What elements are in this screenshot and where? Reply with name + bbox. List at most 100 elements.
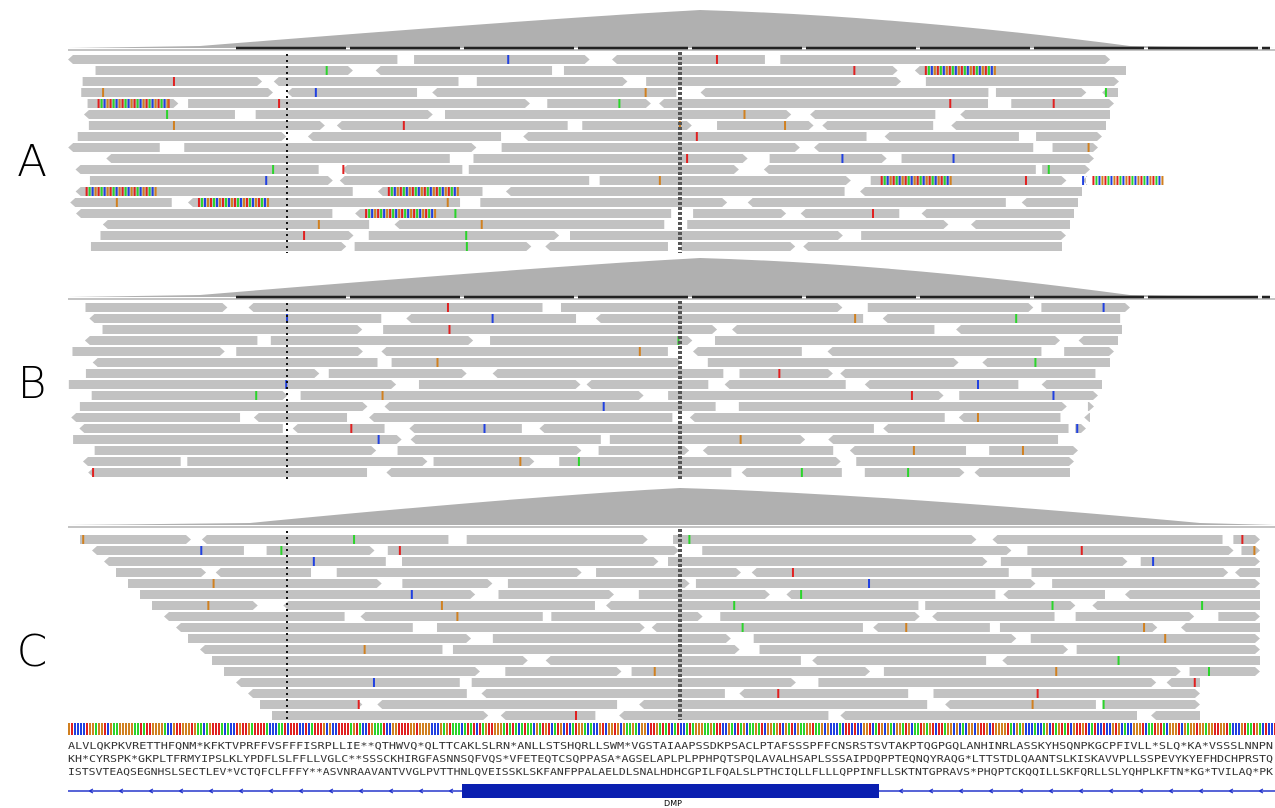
- read: [539, 424, 873, 433]
- sequence-base: [125, 723, 127, 735]
- mismatch: [868, 579, 870, 588]
- sequence-base: [278, 723, 280, 735]
- sequence-base: [1148, 723, 1150, 735]
- mismatch: [743, 110, 745, 119]
- sequence-base: [1103, 723, 1105, 735]
- sequence-base: [911, 723, 913, 735]
- soft-clip: [430, 187, 432, 196]
- mismatch: [778, 369, 780, 378]
- sequence-base: [341, 723, 343, 735]
- sequence-base: [467, 723, 469, 735]
- soft-clip: [125, 187, 127, 196]
- soft-clip: [958, 66, 960, 75]
- sequence-base: [524, 723, 526, 735]
- read: [801, 209, 900, 218]
- read: [596, 568, 741, 577]
- read: [959, 413, 1061, 422]
- soft-clip: [425, 209, 427, 218]
- sequence-base: [296, 723, 298, 735]
- read: [828, 435, 1058, 444]
- read: [69, 380, 396, 389]
- read: [187, 457, 427, 466]
- translation-frame: KH*CYRSPK*GKPLTFRMYIPSLKLYPDFLSLFFLLVGLC…: [68, 754, 1273, 765]
- sequence-base: [428, 723, 430, 735]
- read: [1053, 143, 1098, 152]
- sequence-base: [443, 723, 445, 735]
- sequence-base: [224, 723, 226, 735]
- sequence-base: [305, 723, 307, 735]
- soft-clip: [419, 209, 421, 218]
- soft-clip: [264, 198, 266, 207]
- sequence-base: [971, 723, 973, 735]
- soft-clip: [155, 99, 157, 108]
- sequence-base: [1175, 723, 1177, 735]
- read: [90, 176, 333, 185]
- read: [1076, 612, 1195, 621]
- soft-clip: [261, 198, 263, 207]
- soft-clip: [1116, 176, 1118, 185]
- sequence-base: [1238, 723, 1240, 735]
- read: [473, 154, 747, 163]
- sequence-base: [92, 723, 94, 735]
- mismatch: [953, 154, 955, 163]
- sequence-base: [392, 723, 394, 735]
- soft-clip: [249, 198, 251, 207]
- read: [92, 391, 288, 400]
- soft-clip: [116, 99, 118, 108]
- soft-clip: [134, 187, 136, 196]
- soft-clip: [400, 187, 402, 196]
- sequence-base: [146, 723, 148, 735]
- sequence-base: [1220, 723, 1222, 735]
- mismatch: [399, 546, 401, 555]
- soft-clip: [152, 99, 154, 108]
- sequence-base: [1151, 723, 1153, 735]
- sequence-base: [1169, 723, 1171, 735]
- sequence-base: [1013, 723, 1015, 735]
- sequence-base: [353, 723, 355, 735]
- sequence-base: [866, 723, 868, 735]
- sequence-base: [1187, 723, 1189, 735]
- sequence-base: [239, 723, 241, 735]
- soft-clip: [920, 176, 922, 185]
- read: [355, 242, 532, 251]
- mismatch: [977, 380, 979, 389]
- sequence-base: [197, 723, 199, 735]
- sequence-base: [1268, 723, 1270, 735]
- soft-clip: [146, 99, 148, 108]
- soft-clip: [940, 66, 942, 75]
- sequence-base: [1019, 723, 1021, 735]
- soft-clip: [1107, 176, 1109, 185]
- read: [236, 678, 460, 687]
- read: [260, 700, 362, 709]
- mismatch: [733, 601, 735, 610]
- sequence-base: [650, 723, 652, 735]
- soft-clip: [374, 209, 376, 218]
- mismatch: [441, 601, 443, 610]
- sequence-base: [1163, 723, 1165, 735]
- mismatch: [466, 242, 468, 251]
- mismatch: [905, 623, 907, 632]
- read: [764, 165, 1036, 174]
- sequence-base: [122, 723, 124, 735]
- soft-clip: [131, 187, 133, 196]
- soft-clip: [409, 187, 411, 196]
- read: [406, 314, 576, 323]
- mismatch: [507, 55, 509, 64]
- read: [922, 209, 1074, 218]
- sequence-base: [647, 723, 649, 735]
- sequence-base: [266, 723, 268, 735]
- sequence-base: [1055, 723, 1057, 735]
- sequence-base: [902, 723, 904, 735]
- soft-clip: [1134, 176, 1136, 185]
- sequence-base: [1226, 723, 1228, 735]
- sequence-base: [1181, 723, 1183, 735]
- soft-clip: [955, 66, 957, 75]
- soft-clip: [896, 176, 898, 185]
- mismatch: [1103, 303, 1105, 312]
- sequence-base: [1001, 723, 1003, 735]
- sequence-base: [233, 723, 235, 735]
- mismatch: [92, 468, 94, 477]
- mismatch: [102, 88, 104, 97]
- sequence-base: [575, 723, 577, 735]
- mismatch: [1253, 546, 1255, 555]
